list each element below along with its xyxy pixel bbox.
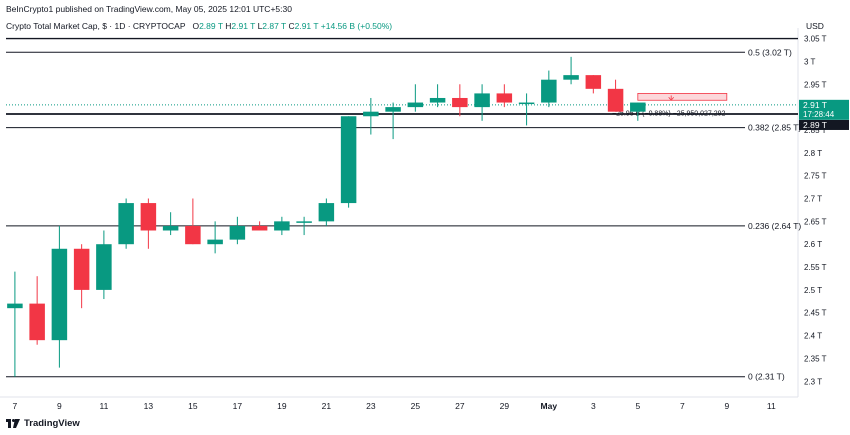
close-value: 2.91 T <box>294 21 319 31</box>
y-tick-label: 2.65 T <box>804 217 827 226</box>
symbol-title: Crypto Total Market Cap, $ · 1D · CRYPTO… <box>6 21 186 31</box>
open-value: 2.89 T <box>199 21 223 31</box>
low-value: 2.87 T <box>262 21 287 31</box>
y-tick-label: 2.95 T <box>804 80 827 89</box>
fib-level-label: 0.382 (2.85 T) <box>748 123 801 133</box>
candle-body <box>541 79 557 103</box>
low-label: L <box>257 21 263 31</box>
candle-body <box>340 116 357 204</box>
x-tick-label: 23 <box>366 401 376 411</box>
candle-body <box>630 102 646 112</box>
tradingview-brand: TradingView <box>24 418 80 429</box>
ohlc-legend: Crypto Total Market Cap, $ · 1D · CRYPTO… <box>6 21 392 31</box>
candle-body <box>585 75 602 89</box>
candle-body <box>363 111 379 117</box>
candle-body <box>407 102 424 108</box>
countdown-label: 17:28:44 <box>803 110 835 119</box>
fib-level-label: 0.236 (2.64 T) <box>748 221 801 231</box>
x-tick-label: 7 <box>13 401 18 411</box>
candle-body <box>185 225 201 245</box>
candle-body <box>296 221 312 223</box>
candle-body <box>274 221 290 231</box>
x-tick-label: 21 <box>322 401 332 411</box>
x-tick-label: 11 <box>99 401 108 411</box>
published-caption: BeInCrypto1 published on TradingView.com… <box>6 4 292 14</box>
candle-body <box>207 239 223 245</box>
x-tick-label: 15 <box>188 401 198 411</box>
candle-body <box>518 102 535 105</box>
x-tick-label: 3 <box>591 401 596 411</box>
y-tick-label: 2.8 T <box>804 149 822 158</box>
candle-body <box>140 203 157 231</box>
current-price-label: 2.91 T <box>803 100 827 110</box>
high-value: 2.91 T <box>231 21 256 31</box>
y-tick-label: 2.5 T <box>804 286 822 295</box>
y-tick-label: 2.55 T <box>804 263 827 272</box>
measure-arrow-head <box>668 97 674 101</box>
candle-body <box>29 303 45 341</box>
measure-label: −25.95 B (−0.88%) −25,950,027,292 <box>612 110 726 117</box>
tradingview-logo-icon <box>6 419 20 428</box>
x-tick-label: 27 <box>455 401 465 411</box>
currency-label: USD <box>806 21 824 31</box>
candle-body <box>51 248 68 341</box>
y-tick-label: 2.45 T <box>804 309 827 318</box>
prev-close-label: 2.89 T <box>803 120 827 130</box>
high-label: H <box>225 21 232 31</box>
fib-level-label: 0 (2.31 T) <box>748 372 785 382</box>
x-tick-label: 29 <box>500 401 510 411</box>
candle-body <box>73 248 90 290</box>
x-tick-label: May <box>541 401 558 411</box>
y-tick-label: 2.6 T <box>804 240 822 249</box>
candle-body <box>318 203 335 222</box>
y-tick-label: 2.75 T <box>804 172 827 181</box>
candle-body <box>96 244 112 290</box>
change-value: +14.56 B (+0.50%) <box>320 21 393 31</box>
candle-body <box>7 303 23 309</box>
current-price-tag <box>799 99 849 120</box>
measure-box <box>637 93 728 101</box>
candle-body <box>452 97 468 108</box>
y-tick-label: 3 T <box>804 57 816 66</box>
y-tick-label: 3.05 T <box>804 35 827 44</box>
candle-body <box>385 107 401 112</box>
candle-body <box>229 225 246 240</box>
candle-body <box>429 97 446 103</box>
y-tick-label: 2.85 T <box>804 126 827 135</box>
y-tick-label: 2.3 T <box>804 377 822 386</box>
x-tick-label: 9 <box>724 401 729 411</box>
candle-body <box>474 93 490 108</box>
candle-body <box>118 203 134 245</box>
prev-close-tag <box>799 119 849 130</box>
x-tick-label: 7 <box>680 401 685 411</box>
x-tick-label: 5 <box>635 401 640 411</box>
x-tick-label: 13 <box>144 401 154 411</box>
candle-body <box>251 225 268 231</box>
x-tick-label: 25 <box>411 401 421 411</box>
candle-body <box>607 88 624 112</box>
tradingview-logo[interactable]: TradingView <box>6 418 80 429</box>
fib-level-label: 0.5 (3.02 T) <box>748 47 792 57</box>
x-tick-label: 17 <box>233 401 243 411</box>
x-tick-label: 19 <box>277 401 287 411</box>
candle-body <box>496 93 513 103</box>
x-tick-label: 11 <box>767 401 776 411</box>
y-tick-label: 2.4 T <box>804 332 822 341</box>
candle-body <box>563 75 579 80</box>
y-tick-label: 2.35 T <box>804 354 827 363</box>
close-label: C <box>288 21 295 31</box>
y-tick-label: 2.7 T <box>804 195 822 204</box>
x-tick-label: 9 <box>57 401 62 411</box>
open-label: O <box>192 21 200 31</box>
candle-body <box>162 225 179 231</box>
